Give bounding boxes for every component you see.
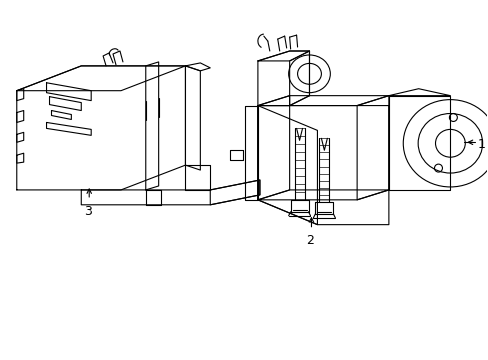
Text: 3: 3 — [84, 205, 92, 218]
Text: 2: 2 — [306, 234, 314, 247]
Text: 1: 1 — [476, 138, 484, 151]
